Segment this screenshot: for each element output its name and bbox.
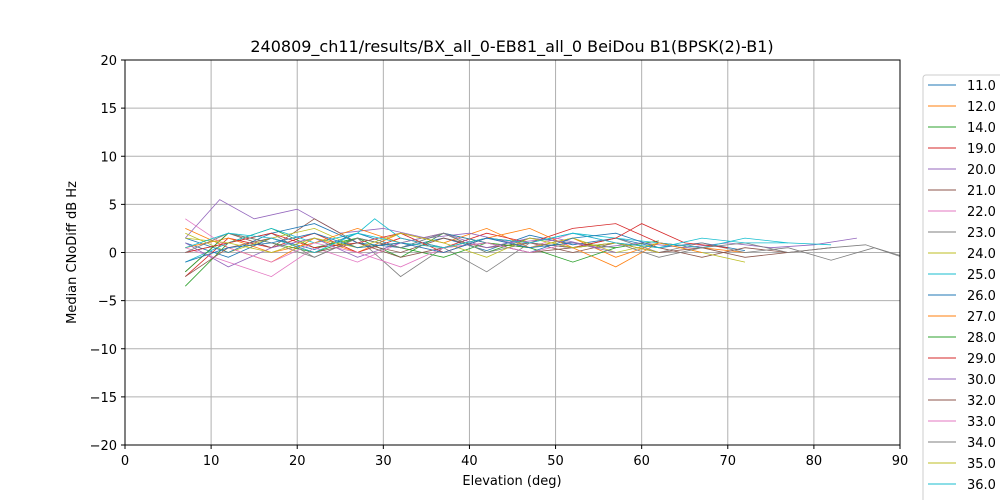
series-group (185, 199, 900, 287)
series-line (185, 218, 789, 263)
chart-title: 240809_ch11/results/BX_all_0-EB81_all_0 … (250, 37, 773, 57)
series-line (185, 232, 659, 258)
x-tick-label: 30 (375, 454, 392, 469)
legend-entry: 11.0 (967, 79, 996, 94)
y-tick-label: 10 (100, 150, 117, 165)
x-tick-label: 70 (720, 454, 737, 469)
series-line (185, 232, 832, 253)
x-tick-label: 60 (633, 454, 650, 469)
y-tick-label: 0 (109, 247, 117, 262)
x-tick-label: 0 (121, 454, 129, 469)
legend-entry: 36.0 (967, 478, 996, 493)
legend-entry: 33.0 (967, 415, 996, 430)
y-tick-label: 15 (100, 102, 117, 117)
x-tick-label: 50 (547, 454, 564, 469)
series-line (185, 218, 789, 273)
legend-entry: 32.0 (967, 394, 996, 409)
legend-entry: 21.0 (967, 184, 996, 199)
legend: 11.0 12.0 14.0 19.0 20.0 21.0 22.0 23.0 24.0 25.0… (922, 74, 1000, 500)
series-line (185, 232, 573, 263)
y-tick-label: −5 (98, 295, 117, 310)
x-tick-label: 80 (806, 454, 823, 469)
legend-entry: 25.0 (967, 268, 996, 283)
legend-entry: 28.0 (967, 331, 996, 346)
y-tick-label: −10 (90, 343, 117, 358)
legend-entry: 27.0 (967, 310, 996, 325)
x-tick-label: 40 (461, 454, 478, 469)
y-tick-label: 5 (109, 198, 117, 213)
legend-entry: 23.0 (967, 226, 996, 241)
legend-entry: 24.0 (967, 247, 996, 262)
legend-entry: 19.0 (967, 142, 996, 157)
legend-entry: 22.0 (967, 205, 996, 220)
y-tick-label: −15 (90, 391, 117, 406)
series-line (185, 199, 857, 249)
legend-entry: 12.0 (967, 100, 996, 115)
x-axis-label: Elevation (deg) (462, 474, 561, 489)
x-tick-label: 90 (892, 454, 909, 469)
y-tick-label: 20 (100, 54, 117, 69)
x-tick-label: 10 (203, 454, 220, 469)
legend-entry: 26.0 (967, 289, 996, 304)
grid (124, 59, 901, 446)
y-axis-label: Median CNoDiff dB Hz (65, 181, 80, 324)
legend-box (922, 74, 1000, 500)
legend-entry: 14.0 (967, 121, 996, 136)
y-axis: −20 −15 −10 −5 0 5 10 15 20 (90, 54, 125, 454)
legend-entry: 35.0 (967, 457, 996, 472)
legend-entry: 20.0 (967, 163, 996, 178)
y-tick-label: −20 (90, 439, 117, 454)
legend-entry: 29.0 (967, 352, 996, 367)
series-line (185, 232, 746, 258)
legend-entry: 34.0 (967, 436, 996, 451)
x-axis: 0 10 20 30 40 50 60 70 80 90 (121, 445, 908, 469)
x-tick-label: 20 (289, 454, 306, 469)
legend-entry: 30.0 (967, 373, 996, 388)
